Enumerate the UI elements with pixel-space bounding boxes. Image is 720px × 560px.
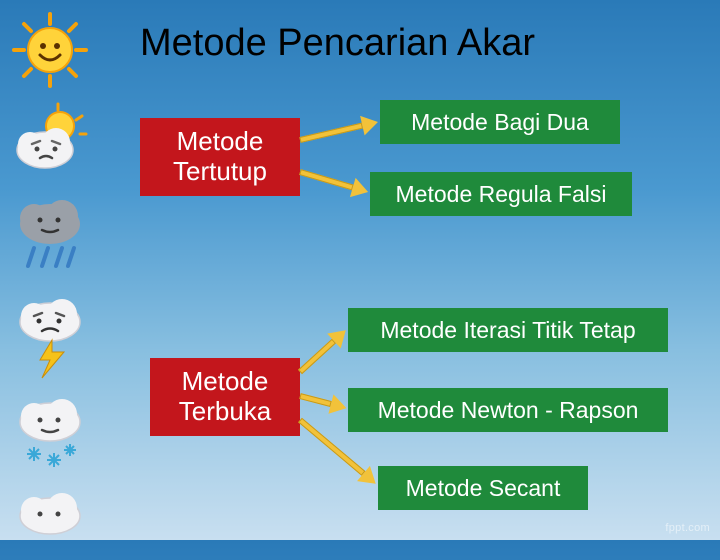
weather-sidebar (0, 0, 100, 540)
parent-box-terbuka: Metode Terbuka (150, 358, 300, 436)
sun-cloud-angry-icon (10, 100, 90, 180)
sun-happy-icon (10, 10, 90, 90)
cloud-plain-icon (10, 480, 90, 560)
watermark: fppt.com (665, 522, 710, 534)
child-box-secant: Metode Secant (378, 466, 588, 510)
rain-cloud-icon (10, 190, 90, 270)
page-title: Metode Pencarian Akar (140, 22, 535, 65)
child-box-newton-rapson: Metode Newton - Rapson (348, 388, 668, 432)
child-box-iterasi-titik-tetap: Metode Iterasi Titik Tetap (348, 308, 668, 352)
parent-box-tertutup: Metode Tertutup (140, 118, 300, 196)
child-box-regula-falsi: Metode Regula Falsi (370, 172, 632, 216)
snow-cloud-icon (10, 390, 90, 470)
storm-cloud-angry-icon (10, 290, 90, 370)
child-box-bagi-dua: Metode Bagi Dua (380, 100, 620, 144)
